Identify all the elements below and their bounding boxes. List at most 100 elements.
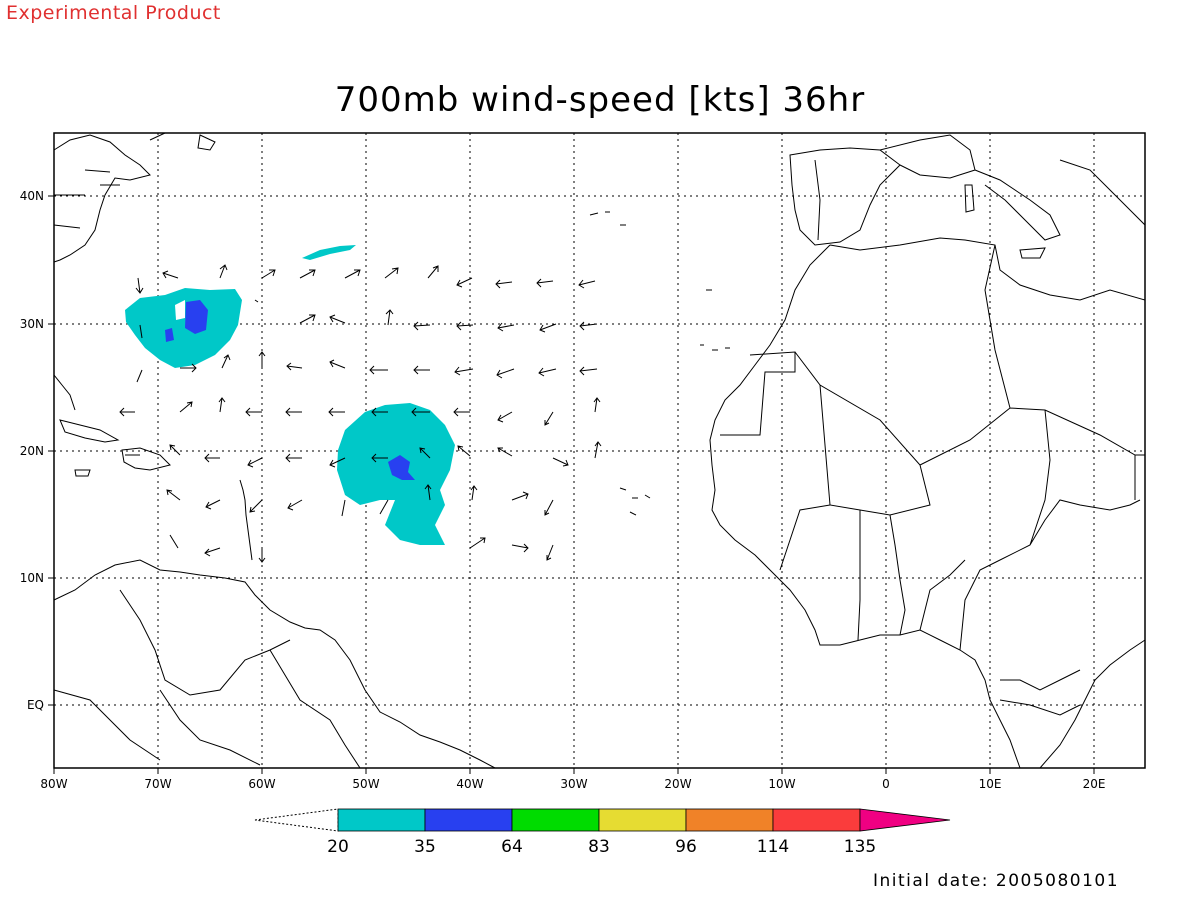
- sicily: [1019, 247, 1046, 259]
- wind-area-north-blue-2: [165, 328, 174, 342]
- african-borders: [720, 244, 1145, 716]
- wind-arrow: [258, 548, 266, 563]
- lon-label: 70W: [144, 777, 171, 791]
- wind-arrow: [249, 499, 263, 513]
- wind-arrow: [329, 314, 346, 324]
- lon-label: 50W: [352, 777, 379, 791]
- africa-coast: [709, 237, 1146, 769]
- wind-arrow: [411, 407, 430, 417]
- lesser-antilles: [239, 479, 253, 561]
- wind-arrow: [593, 397, 601, 413]
- jamaica: [74, 469, 91, 477]
- wind-arrow: [371, 407, 388, 417]
- wind-area-north-cyan: [125, 288, 242, 368]
- lon-label: 60W: [248, 777, 275, 791]
- wind-arrow: [427, 265, 439, 279]
- wind-arrow: [511, 543, 529, 553]
- wind-shading: [125, 245, 455, 545]
- coastlines: [53, 132, 1146, 769]
- wind-arrow: [344, 269, 361, 279]
- wind-arrow: [497, 322, 515, 332]
- wind-arrow: [299, 314, 316, 324]
- wind-arrow: [497, 447, 513, 457]
- cape-verde: [619, 487, 651, 516]
- wind-arrow: [424, 484, 432, 501]
- wind-arrow: [544, 411, 554, 426]
- wind-arrow: [341, 499, 346, 517]
- wind-vectors: [119, 264, 602, 563]
- wind-arrow: [453, 407, 470, 417]
- wind-arrow: [371, 453, 388, 463]
- colorbar-label: 64: [501, 837, 523, 857]
- lat-label: 10N: [20, 571, 44, 585]
- south-america-borders: [53, 589, 361, 769]
- colorbar-label: 135: [844, 837, 876, 857]
- wind-arrow: [261, 269, 276, 279]
- wind-arrow: [539, 323, 557, 333]
- azores: [589, 211, 626, 226]
- wind-arrow: [385, 309, 394, 326]
- wind-arrow: [454, 366, 474, 376]
- wind-arrow: [470, 485, 478, 501]
- us-state-lines: [53, 169, 120, 229]
- lon-label: 0: [882, 777, 890, 791]
- bermuda: [254, 299, 259, 303]
- lon-label: 80W: [40, 777, 67, 791]
- map-title: 700mb wind-speed [kts] 36hr: [334, 80, 866, 120]
- wind-arrow: [497, 411, 513, 423]
- wind-area-north-hole: [175, 300, 185, 320]
- wind-arrow: [456, 277, 473, 288]
- wind-arrow: [495, 279, 513, 289]
- axis-ticks: [48, 195, 1095, 774]
- colorbar-upper-extension: [859, 808, 951, 832]
- wind-arrow: [594, 441, 602, 459]
- florida: [53, 374, 76, 411]
- italy: [974, 169, 1061, 241]
- wind-arrow: [299, 269, 316, 279]
- latitude-labels: 40N 30N 20N 10N EQ: [20, 189, 44, 712]
- wind-arrow: [578, 279, 596, 289]
- spain-portugal-border: [814, 159, 821, 241]
- france: [879, 134, 976, 179]
- wind-arrow: [379, 499, 389, 515]
- wind-arrow: [496, 368, 515, 379]
- wind-arrow: [552, 457, 569, 467]
- wind-arrow: [169, 534, 179, 549]
- lat-label: 30N: [20, 317, 44, 331]
- wind-arrow: [328, 407, 345, 417]
- wind-arrow: [166, 489, 181, 501]
- wind-arrow: [285, 407, 302, 417]
- wind-arrow: [579, 366, 598, 376]
- lon-label: 30W: [560, 777, 587, 791]
- map-area: 80W 70W 60W 50W 40W 30W 20W 10W 0 10E 20…: [20, 132, 1146, 791]
- wind-arrow: [329, 457, 346, 468]
- wind-arrow: [162, 270, 179, 279]
- wind-arrow: [287, 499, 303, 511]
- wind-arrow: [536, 278, 554, 288]
- colorbar-label: 35: [414, 837, 436, 857]
- wind-arrow: [204, 547, 221, 557]
- wind-arrow: [135, 277, 144, 294]
- wind-arrow: [469, 537, 486, 549]
- lat-label: EQ: [27, 698, 44, 712]
- wind-arrow: [218, 397, 226, 413]
- lon-label: 40W: [456, 777, 483, 791]
- colorbar-swatch-red: [772, 808, 861, 832]
- wind-arrow: [245, 407, 262, 417]
- wind-arrow: [247, 457, 263, 468]
- colorbar-label: 96: [675, 837, 697, 857]
- colorbar: 20 35 64 83 96 114 135: [254, 808, 951, 857]
- wind-arrow: [136, 369, 143, 383]
- canary-islands: [700, 344, 730, 351]
- south-america-coast: [53, 559, 496, 769]
- wind-arrow: [369, 365, 388, 375]
- colorbar-lower-extension: [254, 808, 339, 832]
- wind-arrow: [546, 544, 554, 561]
- wind-area-north-cyan-strip: [302, 245, 356, 260]
- colorbar-label: 114: [757, 837, 789, 857]
- wind-arrow: [413, 321, 431, 331]
- wind-arrow: [285, 453, 302, 463]
- colorbar-swatch-blue: [424, 808, 513, 832]
- experimental-product-banner: Experimental Product: [6, 2, 221, 24]
